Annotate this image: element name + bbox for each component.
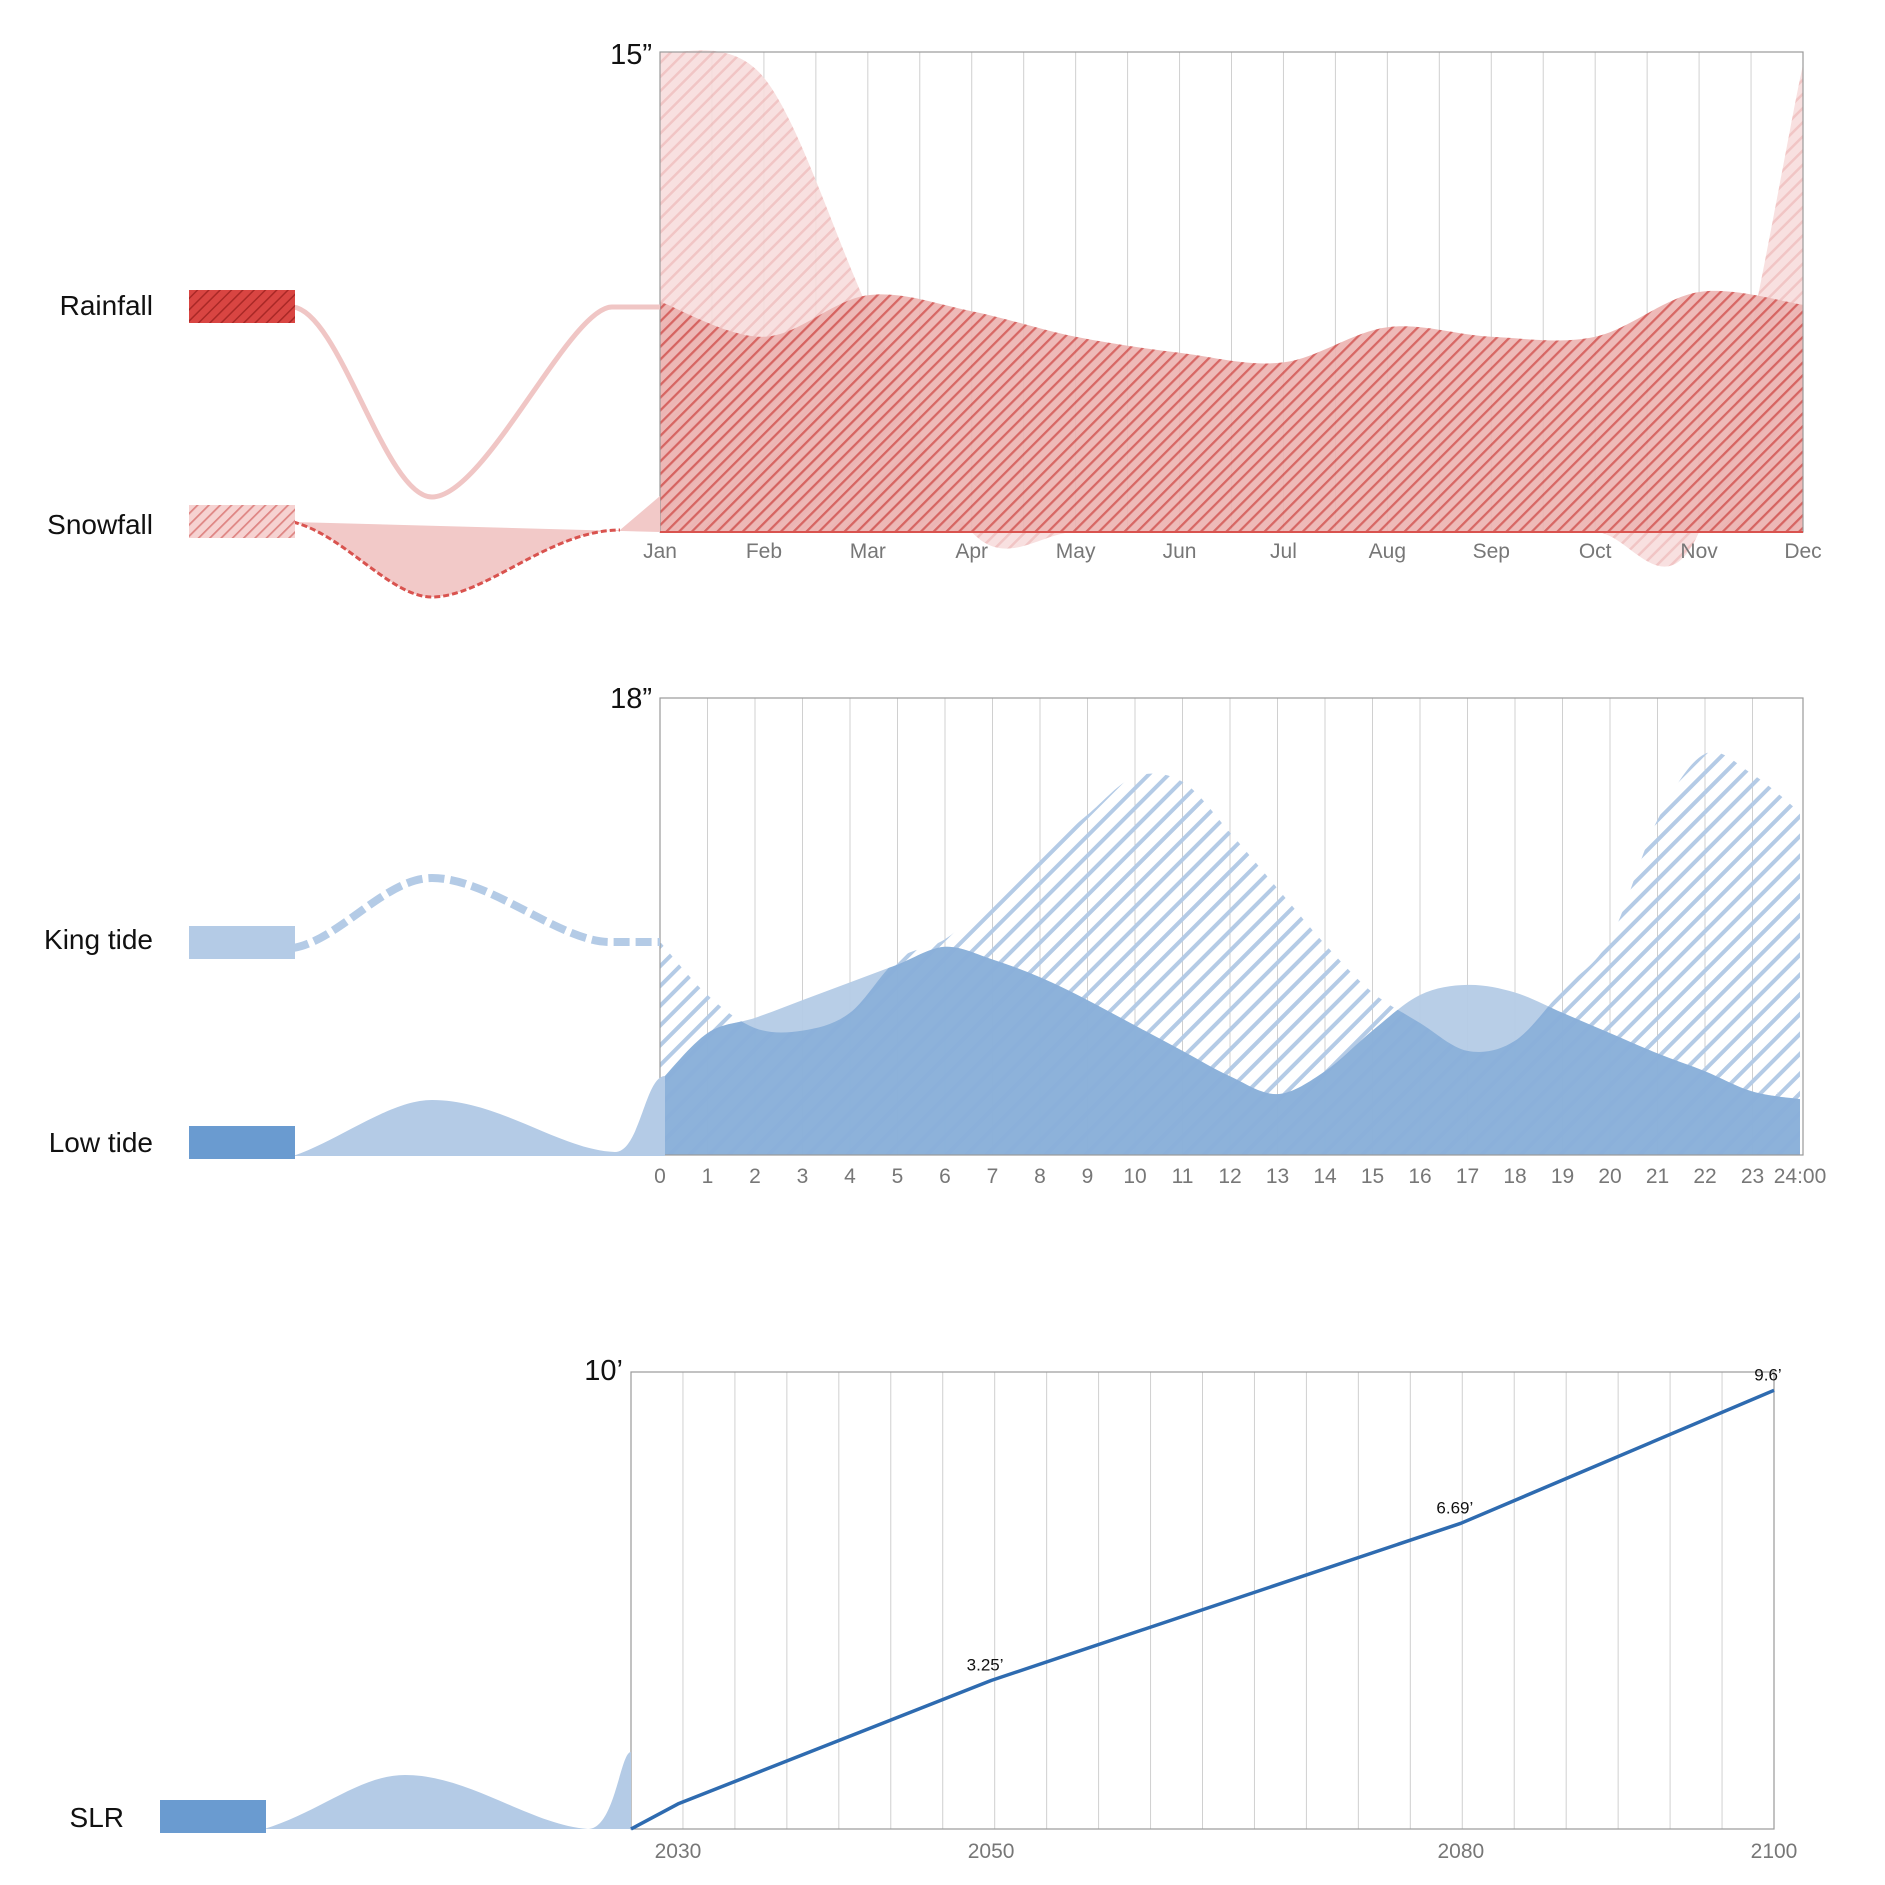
precipitation-x-tick-label: Mar <box>850 540 886 563</box>
king-tide-legend-label: King tide <box>44 924 153 955</box>
rainfall-legend-label: Rainfall <box>60 290 153 321</box>
slr-chart: 10’ 3.25’ 6.69’ 9.6’ 2030 2050 2080 2100 SLR <box>70 1355 1798 1863</box>
tide-x-tick-label: 5 <box>892 1165 904 1188</box>
slr-legend-swatch <box>160 1800 266 1833</box>
slr-data-label: 6.69’ <box>1436 1498 1473 1517</box>
precipitation-x-tick-label: Nov <box>1680 540 1718 563</box>
slr-connector <box>264 1752 631 1829</box>
tide-x-tick-label: 2 <box>749 1165 761 1188</box>
precipitation-x-tick-label: Oct <box>1579 540 1612 563</box>
tide-x-tick-label: 3 <box>797 1165 809 1188</box>
tide-areas <box>660 752 1800 1155</box>
tide-x-tick-label: 0 <box>654 1165 666 1188</box>
rainfall-connector <box>292 304 660 500</box>
tide-x-tick-label: 21 <box>1646 1165 1669 1188</box>
tide-x-tick-label: 12 <box>1218 1165 1241 1188</box>
precipitation-x-tick-label: May <box>1056 540 1096 563</box>
slr-grid <box>682 1372 1723 1829</box>
slr-data-label: 9.6’ <box>1754 1365 1781 1384</box>
precipitation-x-tick-label: Jul <box>1270 540 1297 563</box>
tide-x-tick-label: 9 <box>1082 1165 1094 1188</box>
slr-x-tick-label: 2080 <box>1437 1840 1484 1863</box>
tide-chart: 18” 0 1 2 3 4 5 6 7 8 9 10 11 12 13 14 15 16 17 18 19 20 21 22… <box>44 683 1826 1188</box>
precipitation-areas <box>660 50 1803 567</box>
tide-y-max-label: 18” <box>610 683 652 715</box>
tide-x-ticks: 0 1 2 3 4 5 6 7 8 9 10 11 12 13 14 15 16 17 18 19 20 21 22 23 24… <box>654 1165 1826 1188</box>
slr-line-layer: 3.25’ 6.69’ 9.6’ <box>630 1365 1782 1831</box>
slr-data-label: 3.25’ <box>967 1655 1004 1674</box>
tide-x-tick-label: 10 <box>1123 1165 1146 1188</box>
snowfall-legend-label: Snowfall <box>47 509 153 540</box>
precipitation-x-tick-label: Aug <box>1369 540 1406 563</box>
rainfall-legend-swatch <box>189 290 295 323</box>
precipitation-x-tick-label: Dec <box>1784 540 1821 563</box>
tide-plot-frame <box>659 697 1804 1156</box>
precipitation-x-tick-label: Feb <box>746 540 782 563</box>
slr-legend-label: SLR <box>70 1802 124 1833</box>
low-tide-legend-swatch <box>189 1126 295 1159</box>
slr-y-max-label: 10’ <box>584 1355 623 1387</box>
snowfall-connector-line <box>292 520 621 599</box>
tide-x-tick-label: 17 <box>1456 1165 1479 1188</box>
tide-x-tick-label: 20 <box>1598 1165 1621 1188</box>
king-tide-legend-swatch <box>189 926 295 959</box>
low-tide-legend-label: Low tide <box>49 1127 153 1158</box>
precipitation-chart: 15” Jan Feb Mar Apr May Jun Jul Aug Sep Oct Nov Dec… <box>47 39 1822 599</box>
precipitation-x-tick-label: Apr <box>955 540 988 563</box>
precipitation-x-tick-label: Jun <box>1163 540 1197 563</box>
tide-x-tick-label: 1 <box>702 1165 714 1188</box>
precipitation-x-tick-label: Sep <box>1473 540 1510 563</box>
slr-x-tick-label: 2030 <box>655 1840 702 1863</box>
tide-x-tick-label: 18 <box>1503 1165 1526 1188</box>
slr-line <box>630 1388 1775 1831</box>
slr-plot-frame <box>630 1371 1775 1830</box>
tide-x-tick-label: 15 <box>1361 1165 1384 1188</box>
slr-x-ticks: 2030 2050 2080 2100 <box>655 1840 1798 1863</box>
low-tide-connector <box>293 1076 665 1156</box>
snowfall-legend-swatch <box>189 505 295 538</box>
snowfall-connector <box>293 496 660 597</box>
tide-x-tick-label: 23 <box>1741 1165 1764 1188</box>
slr-x-tick-label: 2100 <box>1751 1840 1798 1863</box>
tide-x-tick-label: 11 <box>1172 1165 1194 1188</box>
tide-x-tick-label: 8 <box>1034 1165 1046 1188</box>
tide-x-tick-label: 6 <box>939 1165 951 1188</box>
precipitation-x-ticks: Jan Feb Mar Apr May Jun Jul Aug Sep Oct Nov Dec <box>643 540 1822 563</box>
tide-x-tick-label: 19 <box>1551 1165 1574 1188</box>
king-tide-connector <box>292 873 660 952</box>
tide-x-tick-label: 22 <box>1693 1165 1716 1188</box>
tide-x-tick-label: 14 <box>1313 1165 1337 1188</box>
tide-x-tick-label: 24:00 <box>1774 1165 1827 1188</box>
tide-x-tick-label: 4 <box>844 1165 856 1188</box>
slr-x-tick-label: 2050 <box>968 1840 1015 1863</box>
precipitation-y-max-label: 15” <box>610 39 652 71</box>
precipitation-x-tick-label: Jan <box>643 540 677 563</box>
rainfall-area <box>660 290 1803 532</box>
tide-x-tick-label: 16 <box>1408 1165 1431 1188</box>
tide-x-tick-label: 7 <box>987 1165 999 1188</box>
tide-x-tick-label: 13 <box>1266 1165 1289 1188</box>
